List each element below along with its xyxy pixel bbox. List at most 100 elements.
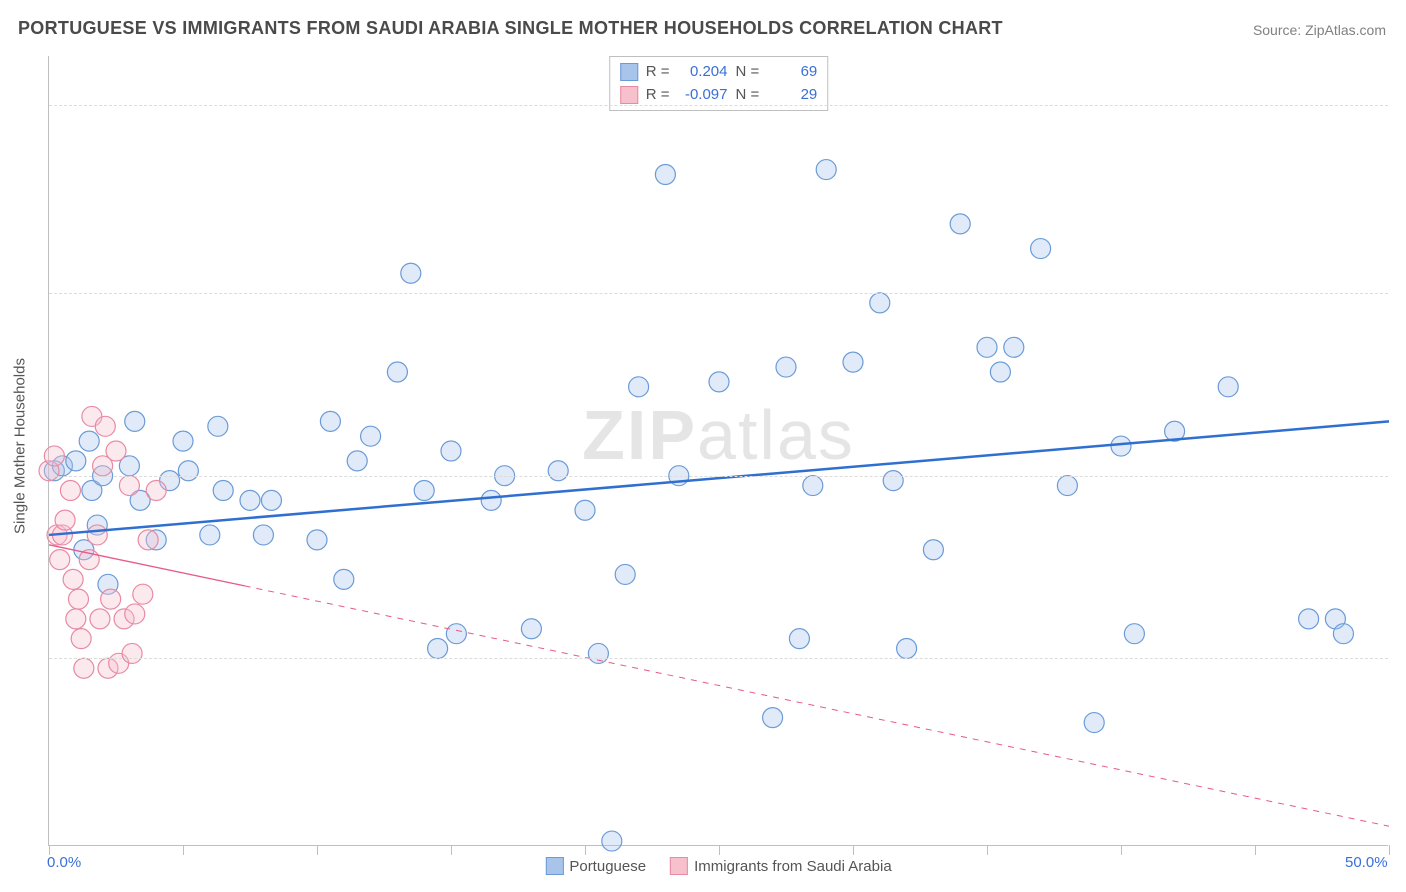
data-point: [240, 490, 260, 510]
x-tick: [183, 845, 184, 855]
x-tick: [853, 845, 854, 855]
data-point: [87, 525, 107, 545]
data-point: [361, 426, 381, 446]
y-axis-label: Single Mother Households: [12, 358, 29, 534]
data-point: [897, 639, 917, 659]
data-point: [1057, 476, 1077, 496]
gridline-h: [49, 476, 1388, 477]
data-point: [1333, 624, 1353, 644]
data-point: [870, 293, 890, 313]
data-point: [55, 510, 75, 530]
data-point: [602, 831, 622, 851]
data-point: [71, 629, 91, 649]
x-tick-label: 50.0%: [1345, 854, 1388, 871]
x-tick: [585, 845, 586, 855]
stat-N-value: 69: [767, 61, 817, 84]
data-point: [446, 624, 466, 644]
y-tick-label: 7.5%: [1394, 467, 1406, 484]
data-point: [923, 540, 943, 560]
gridline-h: [49, 658, 1388, 659]
data-point: [253, 525, 273, 545]
stat-R-value: -0.097: [678, 84, 728, 107]
x-tick: [451, 845, 452, 855]
stat-legend: R =0.204N =69R =-0.097N =29: [609, 56, 829, 111]
data-point: [843, 352, 863, 372]
data-point: [79, 431, 99, 451]
data-point: [320, 411, 340, 431]
data-point: [990, 362, 1010, 382]
data-point: [1218, 377, 1238, 397]
gridline-h: [49, 105, 1388, 106]
data-point: [776, 357, 796, 377]
y-tick-label: 15.0%: [1394, 97, 1406, 114]
data-point: [50, 550, 70, 570]
source-label: Source: ZipAtlas.com: [1253, 22, 1386, 38]
regression-line-dashed: [245, 586, 1389, 826]
data-point: [1111, 436, 1131, 456]
data-point: [629, 377, 649, 397]
x-tick: [1121, 845, 1122, 855]
data-point: [261, 490, 281, 510]
data-point: [1084, 713, 1104, 733]
data-point: [200, 525, 220, 545]
gridline-h: [49, 293, 1388, 294]
legend-swatch: [545, 857, 563, 875]
data-point: [74, 658, 94, 678]
stat-legend-row: R =-0.097N =29: [620, 84, 818, 107]
data-point: [101, 589, 121, 609]
data-point: [208, 416, 228, 436]
data-point: [125, 604, 145, 624]
data-point: [63, 569, 83, 589]
legend-swatch: [620, 63, 638, 81]
data-point: [548, 461, 568, 481]
data-point: [441, 441, 461, 461]
data-point: [66, 609, 86, 629]
x-tick: [1389, 845, 1390, 855]
data-point: [481, 490, 501, 510]
data-point: [125, 411, 145, 431]
data-point: [138, 530, 158, 550]
data-point: [307, 530, 327, 550]
stat-N-label: N =: [736, 84, 760, 107]
stat-R-value: 0.204: [678, 61, 728, 84]
series-legend-item: Portuguese: [545, 857, 646, 875]
data-point: [106, 441, 126, 461]
data-point: [655, 165, 675, 185]
stat-legend-row: R =0.204N =69: [620, 61, 818, 84]
data-point: [950, 214, 970, 234]
data-point: [521, 619, 541, 639]
data-point: [173, 431, 193, 451]
y-tick-label: 11.2%: [1394, 285, 1406, 302]
data-point: [428, 639, 448, 659]
data-point: [95, 416, 115, 436]
data-point: [44, 446, 64, 466]
data-point: [334, 569, 354, 589]
data-point: [883, 471, 903, 491]
legend-swatch: [670, 857, 688, 875]
data-point: [803, 476, 823, 496]
y-tick-label: 3.8%: [1394, 650, 1406, 667]
data-point: [816, 160, 836, 180]
stat-N-value: 29: [767, 84, 817, 107]
data-point: [387, 362, 407, 382]
data-point: [122, 643, 142, 663]
data-point: [146, 481, 166, 501]
data-point: [575, 500, 595, 520]
chart-title: PORTUGUESE VS IMMIGRANTS FROM SAUDI ARAB…: [18, 18, 1003, 39]
series-legend-label: Immigrants from Saudi Arabia: [694, 858, 892, 875]
data-point: [119, 476, 139, 496]
data-point: [60, 481, 80, 501]
data-point: [709, 372, 729, 392]
data-point: [90, 609, 110, 629]
chart-container: PORTUGUESE VS IMMIGRANTS FROM SAUDI ARAB…: [0, 0, 1406, 892]
x-tick: [1255, 845, 1256, 855]
series-legend-item: Immigrants from Saudi Arabia: [670, 857, 892, 875]
data-point: [133, 584, 153, 604]
data-point: [401, 263, 421, 283]
data-point: [763, 708, 783, 728]
data-point: [213, 481, 233, 501]
x-tick: [987, 845, 988, 855]
data-point: [977, 337, 997, 357]
data-point: [1031, 239, 1051, 259]
series-legend: Portuguese Immigrants from Saudi Arabia: [545, 857, 891, 875]
